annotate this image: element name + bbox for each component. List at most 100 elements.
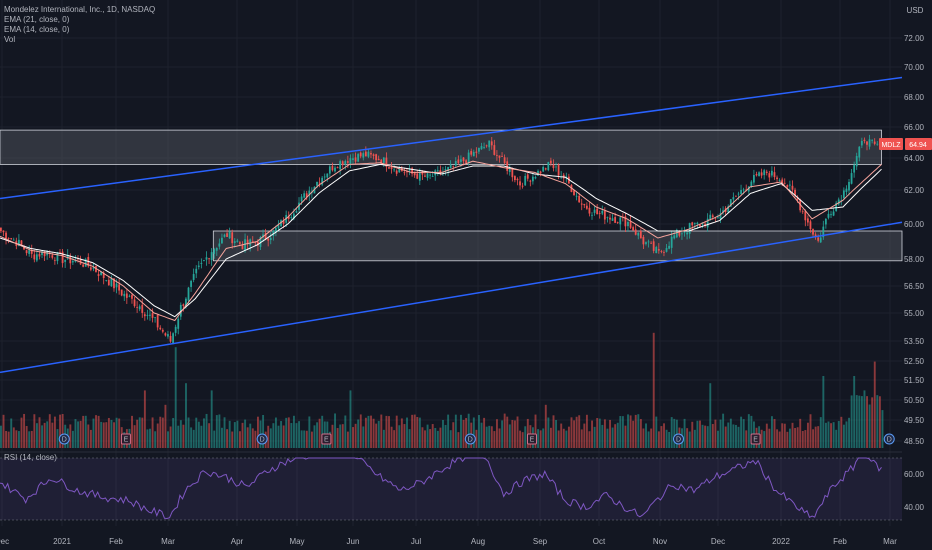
volume-bar — [601, 424, 604, 448]
dividend-marker[interactable]: D — [256, 433, 268, 445]
volume-bar — [868, 404, 871, 448]
earnings-marker[interactable]: E — [526, 433, 537, 445]
legend-ema21[interactable]: EMA (21, close, 0) — [4, 15, 70, 24]
time-tick-label: Sep — [533, 537, 548, 546]
candle-body — [136, 306, 139, 308]
earnings-marker[interactable]: E — [750, 433, 761, 445]
trendlines[interactable] — [0, 76, 903, 374]
dividend-marker[interactable]: D — [58, 433, 70, 445]
volume-bar — [115, 417, 118, 448]
volume-bar — [267, 425, 270, 448]
candle-body — [858, 146, 861, 158]
volume-bar — [424, 430, 426, 448]
volume-bar — [20, 417, 23, 448]
volume-bar — [280, 421, 283, 448]
zone-1[interactable] — [0, 129, 882, 165]
candle-body — [210, 252, 213, 261]
volume-bar — [832, 422, 835, 448]
volume-bar — [303, 430, 306, 448]
volume-bar — [172, 418, 175, 448]
volume-bar — [89, 429, 92, 448]
candle-body — [806, 218, 809, 223]
candle-body — [431, 175, 434, 177]
candle-body — [729, 199, 732, 207]
earnings-marker[interactable]: E — [321, 433, 332, 445]
volume-bar — [7, 431, 10, 448]
candle-body — [786, 185, 789, 188]
candle-body — [647, 241, 650, 243]
candle-body — [547, 162, 550, 171]
volume-bar — [858, 395, 861, 448]
dividend-marker[interactable]: D — [672, 433, 684, 445]
volume-bar — [806, 422, 809, 448]
volume-bar — [647, 431, 650, 448]
candle-body — [51, 255, 54, 258]
volume-bar — [221, 427, 223, 448]
volume-bar — [567, 426, 570, 448]
volume-bar — [203, 418, 205, 448]
candle-body — [97, 274, 100, 276]
last-price-badge: MDLZ 64.94 — [879, 138, 932, 150]
candle-body — [742, 189, 745, 191]
volume-bar — [498, 428, 501, 448]
volume-bar — [663, 423, 665, 448]
time-axis[interactable]: Dec 2021 Feb Mar Apr May Jun Jul Aug Sep Oct Nov Dec… — [0, 537, 897, 546]
earnings-marker[interactable]: E — [120, 433, 131, 445]
candle-body — [526, 174, 529, 179]
volume-bar — [771, 416, 773, 448]
trendline-2[interactable] — [0, 221, 903, 374]
volume-bar — [244, 419, 247, 448]
volume-bar — [102, 422, 105, 448]
event-markers[interactable]: DEDEDEDEDE — [58, 433, 932, 445]
rsi-legend[interactable]: RSI (14, close) — [4, 453, 57, 462]
volume-bar — [352, 427, 354, 448]
candle-body — [629, 220, 632, 228]
badge-symbol: MDLZ — [881, 142, 901, 149]
volume-bar — [223, 417, 226, 448]
volume-bar — [41, 425, 44, 448]
dividend-marker[interactable]: D — [464, 433, 476, 445]
candle-body — [190, 280, 192, 287]
candle-body — [71, 261, 74, 263]
candle-body — [819, 237, 822, 243]
volume-bar — [406, 417, 408, 448]
volume-bar — [873, 361, 876, 448]
volume-bar — [385, 415, 388, 448]
volume-bar — [876, 395, 879, 448]
volume-bar — [421, 427, 424, 448]
volume-bar — [257, 416, 259, 448]
volume-bar — [778, 431, 781, 448]
volume-bar — [336, 428, 339, 448]
dividend-marker[interactable]: D — [883, 433, 895, 445]
volume-bar — [246, 427, 249, 448]
candle-body — [408, 169, 411, 171]
volume-bar — [359, 414, 362, 448]
legend-title[interactable]: Mondelez International, Inc., 1D, NASDAQ — [4, 5, 156, 14]
volume-bar — [668, 431, 671, 448]
candle-body — [681, 233, 683, 235]
price-axis[interactable]: 48.50 49.50 50.50 51.50 52.50 53.50 55.00 56.50… — [904, 34, 925, 512]
legend-vol[interactable]: Vol — [4, 35, 16, 44]
candle-body — [226, 233, 228, 237]
candle-body — [619, 217, 622, 225]
time-tick-label: Apr — [231, 537, 244, 546]
volume-bar — [17, 431, 20, 448]
zone-2[interactable] — [212, 230, 903, 262]
candle-body — [10, 238, 13, 239]
consolidation-zones — [0, 129, 903, 262]
candle-body — [161, 329, 164, 332]
time-tick-label: Feb — [109, 537, 123, 546]
candle-body — [483, 147, 485, 148]
legend-ema14[interactable]: EMA (14, close, 0) — [4, 25, 70, 34]
volume-bar — [295, 423, 298, 448]
volume-bar — [521, 432, 524, 448]
candle-body — [475, 151, 478, 153]
volume-bar — [434, 427, 437, 448]
candle-body — [555, 166, 557, 168]
candle-body — [272, 230, 275, 236]
trendline-1[interactable] — [0, 76, 903, 200]
candle-body — [637, 232, 640, 236]
volume-bar — [436, 430, 439, 448]
candle-body — [462, 157, 465, 162]
